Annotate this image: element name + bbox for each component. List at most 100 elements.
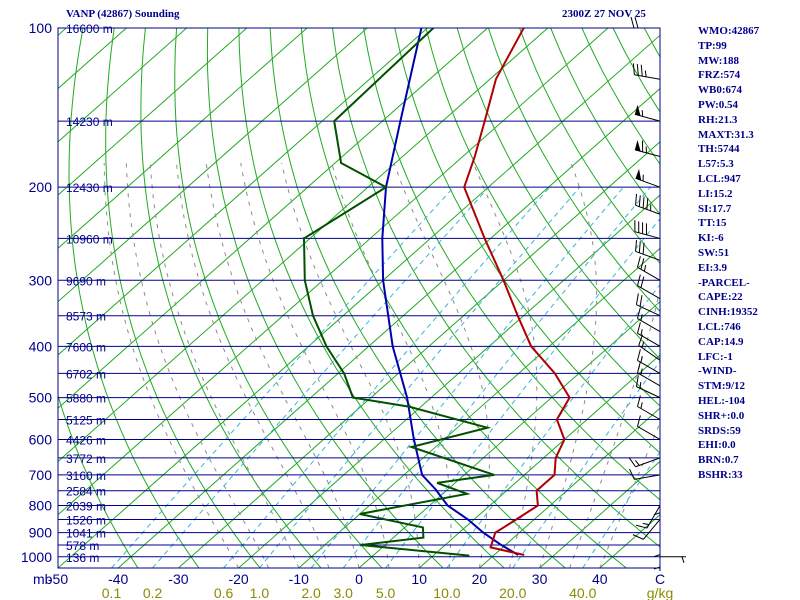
mixing-ratio-label: 5.0 — [376, 585, 396, 600]
mixing-ratio-label: 0.2 — [143, 585, 163, 600]
index-item: WMO:42867 — [698, 25, 760, 37]
mixing-ratio-label: 2.0 — [301, 585, 321, 600]
pressure-tick-label: 600 — [29, 431, 53, 447]
index-item: CAPE:22 — [698, 291, 743, 304]
isotherm — [58, 28, 549, 463]
moist-adiabat — [599, 421, 660, 568]
index-item: L57:5.3 — [698, 158, 734, 171]
index-item: LI:15.2 — [698, 187, 733, 200]
temperature-tick-label: -20 — [228, 571, 248, 587]
temperature-tick-label: 10 — [411, 571, 427, 587]
index-item: STM:9/12 — [698, 380, 746, 393]
wind-barb — [636, 256, 661, 281]
height-label: 7600 m — [66, 340, 106, 354]
isotherm — [358, 300, 660, 568]
dry-adiabat — [206, 28, 444, 568]
observation-timestamp: 2300Z 27 NOV 25 — [562, 8, 646, 20]
height-label: 3160 m — [66, 469, 106, 483]
dry-adiabat — [456, 28, 660, 360]
moist-adiabat — [393, 162, 490, 568]
index-item: EHI:0.0 — [698, 439, 736, 452]
mixing-ratio-label: 40.0 — [569, 585, 596, 600]
height-label: 12430 m — [66, 181, 113, 195]
isotherm — [58, 34, 660, 568]
pressure-tick-label: 400 — [29, 338, 53, 354]
index-item: -PARCEL- — [698, 276, 750, 289]
temperature-tick-label: 30 — [532, 571, 548, 587]
wind-barb — [636, 322, 661, 347]
moist-adiabat — [149, 162, 300, 568]
temperature-tick-label: 40 — [592, 571, 608, 587]
wind-barb — [635, 193, 661, 215]
pressure-tick-label: 300 — [29, 272, 53, 288]
mixing-ratio-line — [512, 360, 660, 568]
height-label: 4426 m — [66, 433, 106, 447]
wind-barb — [660, 556, 686, 563]
dry-adiabat — [769, 28, 800, 568]
index-item: CAP:14.9 — [698, 335, 744, 348]
index-item: LCL:746 — [698, 320, 741, 333]
pressure-tick-label: 1000 — [21, 549, 52, 565]
plot-frame — [57, 27, 661, 569]
wind-barb — [635, 168, 661, 188]
pressure-tick-label: 700 — [29, 467, 53, 483]
wind-barb — [632, 519, 661, 540]
moist-adiabat — [103, 162, 240, 568]
isotherm — [418, 354, 660, 568]
wind-barb — [629, 468, 661, 480]
wind-barb — [653, 490, 661, 517]
height-label: 8573 m — [66, 310, 106, 324]
index-item: BSHR:33 — [698, 468, 743, 481]
moist-adiabat — [569, 287, 660, 568]
mixing-ratio-line — [152, 186, 490, 568]
isotherm — [58, 28, 488, 409]
index-item: SI:17.7 — [698, 202, 732, 215]
dry-adiabat — [140, 28, 322, 568]
moist-adiabat — [472, 162, 538, 568]
height-label: 9690 m — [66, 274, 106, 288]
pressure-tick-label: 900 — [29, 525, 53, 541]
mixing-ratio-label: 3.0 — [333, 585, 353, 600]
wind-barb — [635, 240, 661, 261]
wind-barb — [635, 293, 661, 317]
dry-adiabat — [519, 28, 660, 265]
wind-barb — [636, 395, 661, 420]
wind-barb — [634, 140, 661, 158]
isobars — [58, 27, 660, 558]
mixing-ratio-line — [582, 450, 660, 568]
index-item: TP:99 — [698, 39, 727, 52]
height-label: 5880 m — [66, 392, 106, 406]
temperature-tick-label: 20 — [472, 571, 488, 587]
moist-adiabat — [240, 162, 390, 568]
temperature-tick-label: -30 — [168, 571, 188, 587]
height-label: 2584 m — [66, 485, 106, 499]
temperature-tick-label: -10 — [289, 571, 309, 587]
isotherm — [238, 194, 660, 568]
dry-adiabat — [300, 28, 627, 568]
temperature-tick-label: -50 — [48, 571, 68, 587]
sounding-profiles — [302, 28, 571, 557]
isotherm — [58, 28, 368, 303]
pressure-tick-label: 800 — [29, 498, 53, 514]
pressure-unit-label: mb — [33, 571, 53, 587]
dry-adiabat — [269, 28, 566, 568]
index-item: TT:15 — [698, 217, 727, 230]
dewpoint-trace — [302, 28, 495, 557]
height-label: 578 m — [66, 539, 99, 553]
dry-adiabat — [105, 28, 261, 568]
index-item: KI:-6 — [698, 232, 724, 245]
dry-adiabat — [363, 28, 660, 501]
dry-adiabat — [550, 28, 660, 216]
height-label: 6702 m — [66, 367, 106, 381]
background-grid — [58, 28, 800, 568]
isotherm — [58, 28, 308, 250]
isotherm — [58, 28, 67, 36]
wind-barb — [636, 361, 661, 387]
wind-barb — [630, 16, 660, 29]
wind-barb — [636, 415, 661, 440]
isotherm — [539, 460, 660, 568]
mixing-ratio-label: 1.0 — [250, 585, 270, 600]
parcel-trace — [381, 28, 519, 556]
